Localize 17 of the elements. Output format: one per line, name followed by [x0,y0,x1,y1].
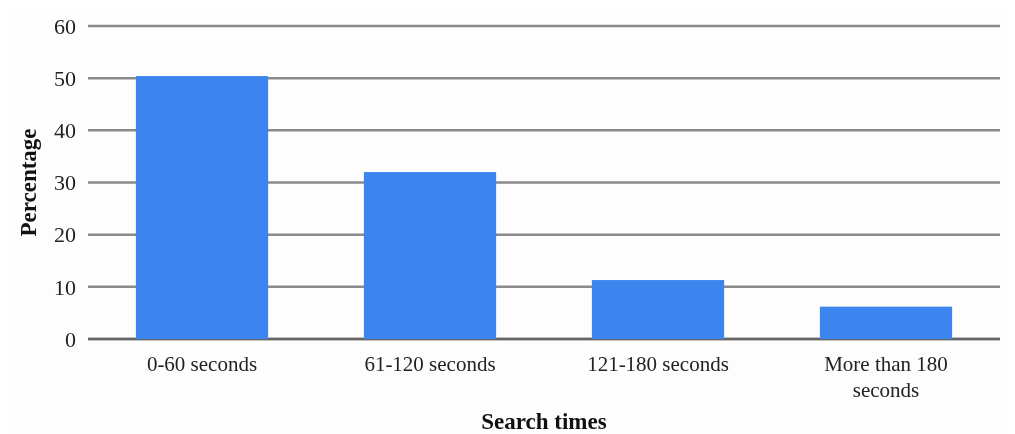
bar [135,76,269,339]
bar [819,306,953,339]
bar [363,172,497,339]
x-tick-label: 0-60 seconds [146,352,258,376]
x-tick-label: More than 180 seconds [824,352,948,402]
x-tick-label: 61-120 seconds [364,352,496,376]
y-tick-label: 10 [54,274,76,300]
y-tick-label: 20 [54,222,76,248]
bar [591,280,725,339]
y-tick-label: 60 [54,13,76,39]
y-axis-title: Percentage [16,128,41,237]
y-tick-label: 30 [54,170,76,196]
x-axis-title: Search times [481,409,607,434]
y-tick-label: 40 [54,118,76,144]
y-tick-label: 50 [54,65,76,91]
y-tick-label: 0 [65,326,76,352]
x-tick-label: 121-180 seconds [587,352,729,376]
